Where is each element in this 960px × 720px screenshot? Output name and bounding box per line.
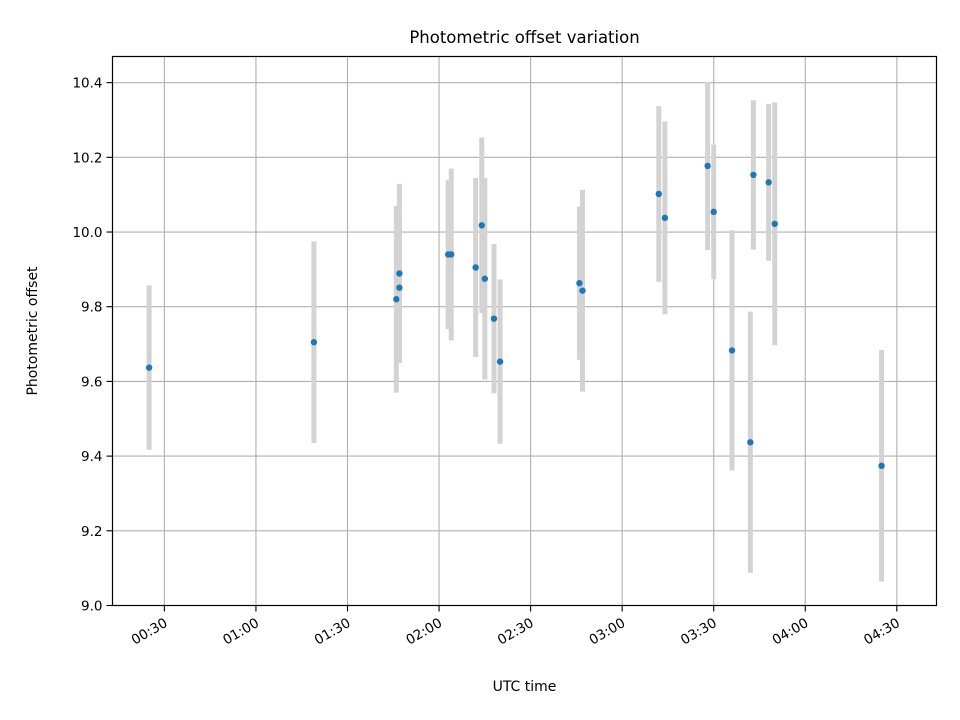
chart-title: Photometric offset variation	[409, 28, 639, 47]
y-tick-label: 9.8	[81, 300, 102, 316]
data-point	[496, 358, 504, 365]
data-point	[704, 162, 711, 170]
data-point	[145, 364, 153, 371]
data-point	[747, 439, 754, 446]
data-point	[472, 264, 479, 271]
x-tick-label: 03:00	[586, 615, 628, 648]
data-point	[481, 275, 489, 282]
plot-frame	[111, 55, 938, 607]
y-tick-label: 10.4	[72, 76, 102, 92]
data-point	[655, 190, 662, 198]
data-point	[448, 251, 455, 258]
y-tick-label: 9.2	[81, 524, 102, 540]
x-tick-label: 03:30	[678, 615, 720, 648]
data-point	[310, 339, 318, 346]
y-tick-label: 10.0	[72, 225, 102, 241]
data-point	[771, 220, 778, 228]
y-tick-label: 9.0	[81, 599, 102, 615]
x-tick-label: 04:30	[861, 615, 903, 648]
data-point	[728, 347, 736, 354]
x-axis-label: UTC time	[493, 679, 557, 695]
x-tick-label: 02:30	[495, 615, 537, 648]
x-tick-label: 02:00	[403, 615, 445, 648]
data-point	[393, 296, 400, 303]
data-point	[878, 462, 885, 470]
x-tick-label: 00:30	[129, 615, 171, 648]
data-point	[478, 222, 485, 229]
data-points	[145, 162, 885, 470]
data-point	[396, 284, 403, 291]
x-tick-label: 01:00	[220, 615, 262, 648]
data-point	[576, 279, 583, 287]
y-tick-label: 10.2	[72, 150, 102, 166]
data-point	[396, 270, 403, 277]
data-point	[710, 208, 717, 216]
data-point	[765, 179, 772, 186]
data-point	[579, 287, 586, 294]
data-point	[490, 315, 498, 322]
y-tick-label: 9.6	[81, 374, 102, 390]
x-tick-label: 01:30	[312, 615, 354, 648]
data-point	[750, 171, 757, 179]
x-axis: 00:30 01:00 01:30 02:00 02:30 03:00 03:30 04:00…	[129, 605, 903, 648]
y-axis: 9.0 9.2 9.4 9.6 9.8 10.0 10.2 10.4	[72, 76, 113, 615]
x-tick-label: 04:00	[770, 615, 812, 648]
y-axis-label: Photometric offset	[25, 266, 41, 396]
data-point	[661, 214, 669, 222]
y-tick-label: 9.4	[81, 449, 102, 465]
grid	[112, 56, 937, 607]
